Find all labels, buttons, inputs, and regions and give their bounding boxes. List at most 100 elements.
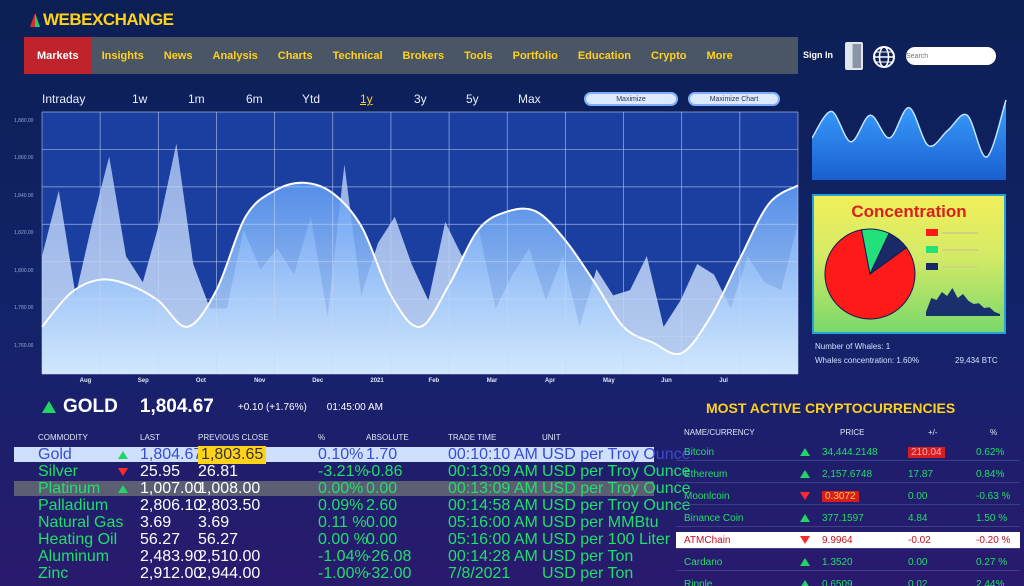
nav-news[interactable]: News <box>163 49 193 62</box>
cell-prev: 56.27 <box>198 530 239 548</box>
up-arrow-icon <box>800 580 810 586</box>
y-tick-label: 1,880.00 <box>14 118 34 124</box>
crypto-change: 17.87 <box>908 468 934 480</box>
table-row[interactable]: Aluminum 2,483.90 2,510.00 -1.04% -26.08 00:1… <box>14 547 654 565</box>
cell-time: 00:14:28 AM <box>448 547 538 565</box>
table-row[interactable]: Zinc 2,912.00 2,944.00 -1.00% -32.00 7/8/2021… <box>14 564 654 582</box>
brand-logo[interactable]: WEBEXCHANGE <box>30 9 174 31</box>
x-tick-label: 2021 <box>370 378 384 384</box>
column-header[interactable]: +/- <box>928 428 938 437</box>
table-row[interactable]: Heating Oil 56.27 56.27 0.00 % 0.00 05:16:00 … <box>14 530 670 548</box>
crypto-row[interactable]: Bitcoin 34,444.2148 210.04 0.62% <box>676 444 1020 461</box>
crypto-name: Ethereum <box>684 468 728 480</box>
highlight-value: 1,803.65 <box>198 445 267 464</box>
nav-portfolio[interactable]: Portfolio <box>512 49 558 62</box>
x-tick-label: Nov <box>254 378 266 384</box>
crypto-name: Cardano <box>684 556 723 568</box>
up-arrow-icon <box>800 514 810 522</box>
nav-crypto[interactable]: Crypto <box>651 49 687 62</box>
crypto-row[interactable]: ATMChain 9.9964 -0.02 -0.20 % <box>676 532 1020 549</box>
crypto-row[interactable]: Cardano 1.3520 0.00 0.27 % <box>676 554 1020 571</box>
mobile-app-icon[interactable] <box>845 42 863 70</box>
cell-pct: 0.10% <box>318 445 364 463</box>
cell-prev: 26.81 <box>198 462 239 480</box>
range-5y[interactable]: 5y <box>466 92 479 106</box>
range-intraday[interactable]: Intraday <box>42 92 86 106</box>
column-header[interactable]: UNIT <box>542 433 561 442</box>
table-row[interactable]: Platinum 1,007.00 1,008.00 0.00% 0.00 00:13:0… <box>14 479 691 497</box>
range-1w[interactable]: 1w <box>132 92 148 106</box>
range-6m[interactable]: 6m <box>246 92 263 106</box>
table-row[interactable]: Natural Gas 3.69 3.69 0.11 % 0.00 05:16:00 AM… <box>14 513 658 531</box>
cell-unit: USD per Troy Ounce <box>542 462 691 480</box>
range-1y[interactable]: 1y <box>360 92 373 106</box>
column-header[interactable]: TRADE TIME <box>448 433 497 442</box>
cell-name: Zinc <box>38 564 69 582</box>
column-header[interactable]: LAST <box>140 433 161 442</box>
column-header[interactable]: PREVIOUS CLOSE <box>198 433 269 442</box>
nav-insights[interactable]: Insights <box>101 49 144 62</box>
legend-swatch-red <box>926 229 938 236</box>
nav-brokers[interactable]: Brokers <box>402 49 445 62</box>
table-row[interactable]: Silver 25.95 26.81 -3.21% -0.86 00:13:09 AM US… <box>14 462 691 480</box>
crypto-name: Ripple <box>684 578 713 586</box>
legend-text <box>942 266 978 268</box>
cell-abs: 0.00 <box>366 479 398 497</box>
nav-education[interactable]: Education <box>577 49 632 62</box>
crypto-percent: 0.62% <box>976 446 1005 458</box>
cell-time: 05:16:00 AM <box>448 513 538 531</box>
table-row[interactable]: Gold 1,804.67 1,803.65 0.10% 1.70 00:10:10 AM… <box>14 445 691 464</box>
whales-count: Number of Whales: 1 <box>815 342 891 351</box>
nav-charts[interactable]: Charts <box>277 49 313 62</box>
crypto-row[interactable]: Ethereum 2,157.6748 17.87 0.84% <box>676 466 1020 483</box>
crypto-name: Moonlcoin <box>684 490 730 502</box>
gold-headline: GOLD 1,804.67 +0.10 (+1.76%) 01:45:00 AM <box>42 396 383 418</box>
column-header[interactable]: COMMODITY <box>38 433 88 442</box>
crypto-price: 0.6509 <box>822 578 853 586</box>
crypto-change: 0.00 <box>908 490 928 502</box>
y-tick-label: 1,840.00 <box>14 192 34 199</box>
nav-analysis[interactable]: Analysis <box>212 49 258 62</box>
cell-last: 3.69 <box>140 513 172 531</box>
cell-last: 1,007.00 <box>140 479 203 497</box>
headline-change: +0.10 (+1.76%) <box>237 401 307 413</box>
range-1m[interactable]: 1m <box>188 92 205 106</box>
column-header[interactable]: PRICE <box>840 428 865 437</box>
cell-pct: 0.00 % <box>318 530 368 548</box>
crypto-row[interactable]: Binance Coin 377.1597 4.84 1.50 % <box>676 510 1020 527</box>
headline-time: 01:45:00 AM <box>326 401 383 413</box>
range-ytd[interactable]: Ytd <box>302 92 321 106</box>
search-input[interactable] <box>906 47 996 65</box>
crypto-row[interactable]: Moonlcoin 0.3072 0.00 -0.63 % <box>676 488 1020 505</box>
range-max[interactable]: Max <box>518 92 541 106</box>
table-row[interactable]: Palladium 2,806.10 2,803.50 0.09% 2.60 00:14:… <box>14 497 691 514</box>
concentration-panel: Concentration <box>812 194 1006 334</box>
main-nav: Markets Insights News Analysis Charts Te… <box>24 37 798 74</box>
globe-icon[interactable] <box>872 45 896 69</box>
maximize-button[interactable]: Maximize <box>584 92 678 106</box>
up-arrow-icon <box>42 401 56 413</box>
crypto-name: ATMChain <box>684 534 731 546</box>
nav-technical[interactable]: Technical <box>332 49 383 62</box>
highlight-value: 210.04 <box>908 446 945 458</box>
price-chart[interactable] <box>0 108 800 378</box>
nav-tools[interactable]: Tools <box>464 49 493 62</box>
column-header[interactable]: % <box>990 428 998 437</box>
column-header[interactable]: % <box>318 433 326 442</box>
down-arrow-icon <box>800 536 810 544</box>
mini-line <box>812 99 1007 158</box>
crypto-row[interactable]: Ripple 0.6509 0.02 2.44% <box>676 576 1020 586</box>
column-header[interactable]: ABSOLUTE <box>366 433 409 442</box>
nav-markets[interactable]: Markets <box>24 37 92 74</box>
x-tick-label: Jun <box>661 378 672 384</box>
mini-area-chart <box>812 99 1007 180</box>
cell-last: 2,483.90 <box>140 547 203 565</box>
maximize-chart-button[interactable]: Maximize Chart <box>688 92 780 106</box>
up-arrow-icon <box>800 448 810 456</box>
range-3y[interactable]: 3y <box>414 92 427 106</box>
signin-link[interactable]: Sign In <box>803 50 833 60</box>
crypto-price: 34,444.2148 <box>822 446 878 458</box>
cell-time: 00:13:09 AM <box>448 479 538 497</box>
column-header[interactable]: NAME/CURRENCY <box>684 428 755 437</box>
nav-more[interactable]: More <box>706 49 733 62</box>
